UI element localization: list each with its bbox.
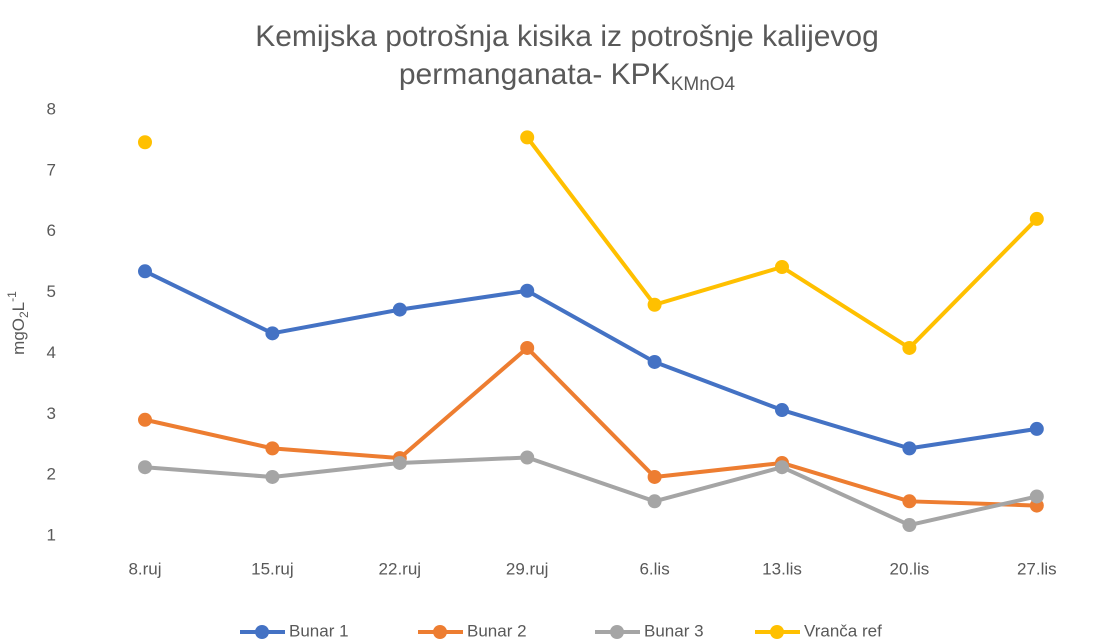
point: [1029, 211, 1044, 226]
point: [1029, 489, 1044, 504]
x-tick-label: 13.lis: [762, 559, 802, 578]
x-tick-label: 22.ruj: [379, 559, 422, 578]
point: [647, 469, 662, 484]
series-line: [144, 345, 1037, 508]
y-tick-label: 4: [47, 343, 56, 362]
point: [138, 264, 152, 279]
point: [775, 260, 789, 275]
point: [520, 283, 535, 298]
series-line: [144, 455, 1038, 528]
point: [520, 130, 535, 145]
y-tick-label: 1: [47, 525, 56, 544]
y-axis-label: L: [9, 302, 28, 311]
x-tick-label: 29.ruj: [506, 559, 549, 578]
x-tick-label: 20.lis: [890, 559, 930, 578]
y-tick-label: 6: [47, 221, 56, 240]
point: [138, 460, 152, 475]
point: [775, 403, 789, 418]
y-axis-label: -1: [5, 291, 19, 302]
point: [138, 135, 152, 150]
point: [902, 494, 917, 509]
legend-label: Bunar 1: [289, 621, 349, 640]
chart-title: permanganata- KPKKMnO4: [399, 58, 736, 95]
x-tick-label: 8.ruj: [128, 559, 161, 578]
point: [647, 494, 662, 509]
chart-title: Kemijska potrošnja kisika iz potrošnje k…: [255, 20, 879, 53]
legend-marker: [255, 625, 269, 639]
legend-marker: [433, 625, 447, 639]
point: [1029, 421, 1044, 436]
chart-title: permanganata- KPK: [399, 58, 671, 91]
point: [265, 469, 280, 484]
y-tick-label: 3: [47, 404, 56, 423]
x-tick-label: 15.ruj: [251, 559, 294, 578]
legend-label: Bunar 3: [644, 621, 704, 640]
series-line: [525, 136, 1039, 350]
point: [647, 354, 662, 369]
point: [775, 460, 789, 475]
legend-marker: [770, 625, 784, 639]
point: [520, 450, 535, 465]
y-axis-label: mgO2L-1: [5, 291, 31, 355]
point: [138, 412, 152, 427]
point: [902, 518, 917, 533]
y-tick-label: 8: [47, 99, 56, 118]
point: [392, 302, 407, 317]
point: [902, 441, 917, 456]
y-tick-label: 7: [47, 160, 56, 179]
y-tick-label: 2: [47, 465, 56, 484]
point: [265, 441, 280, 456]
x-tick-label: 27.lis: [1017, 559, 1057, 578]
point: [902, 340, 917, 355]
x-tick-label: 6.lis: [639, 559, 669, 578]
legend-label: Bunar 2: [467, 621, 527, 640]
point: [647, 297, 662, 312]
y-tick-label: 5: [47, 282, 56, 301]
point: [520, 340, 535, 355]
legend-label: Vranča ref: [804, 621, 882, 640]
y-axis-label: mgO: [9, 318, 28, 355]
point: [265, 326, 280, 341]
series-line: [144, 269, 1038, 451]
y-axis-label: 2: [17, 311, 31, 318]
chart-title-subscript: KMnO4: [671, 74, 736, 95]
point: [392, 455, 407, 470]
legend-marker: [610, 625, 624, 639]
